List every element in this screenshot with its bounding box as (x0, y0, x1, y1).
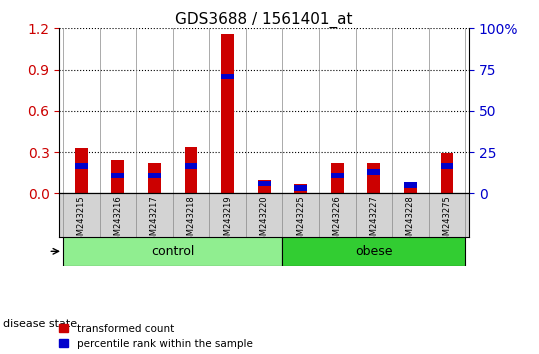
Bar (331, 163, 344, 193)
Bar (258, 179, 271, 193)
Bar (148, 173, 161, 178)
Text: GSM243217: GSM243217 (150, 195, 159, 246)
Bar (294, 184, 307, 193)
Bar (112, 160, 124, 193)
Bar (331, 173, 344, 178)
Bar (368, 163, 380, 193)
Bar (282, 237, 465, 266)
Text: obese: obese (355, 245, 392, 258)
Text: GSM243220: GSM243220 (260, 195, 268, 246)
Text: GSM243228: GSM243228 (406, 195, 415, 246)
Bar (440, 153, 453, 193)
Text: GSM243275: GSM243275 (443, 195, 452, 246)
Bar (221, 34, 234, 193)
Bar (404, 182, 417, 188)
Bar (63, 237, 282, 266)
Legend: transformed count, percentile rank within the sample: transformed count, percentile rank withi… (59, 324, 253, 349)
Text: control: control (151, 245, 195, 258)
Title: GDS3688 / 1561401_at: GDS3688 / 1561401_at (175, 12, 353, 28)
Text: GSM243215: GSM243215 (77, 195, 86, 246)
Bar (440, 163, 453, 169)
Bar (404, 182, 417, 193)
Bar (294, 185, 307, 190)
Text: GSM243226: GSM243226 (333, 195, 342, 246)
Text: GSM243219: GSM243219 (223, 195, 232, 246)
Text: GSM243227: GSM243227 (369, 195, 378, 246)
Bar (221, 74, 234, 79)
Text: GSM243216: GSM243216 (113, 195, 122, 246)
Bar (184, 163, 197, 169)
Bar (258, 181, 271, 187)
Text: disease state: disease state (3, 319, 77, 329)
Bar (184, 147, 197, 193)
Bar (368, 169, 380, 175)
Bar (75, 148, 88, 193)
Bar (148, 163, 161, 193)
Bar (112, 173, 124, 178)
Text: GSM243218: GSM243218 (186, 195, 196, 246)
Text: GSM243225: GSM243225 (296, 195, 305, 246)
Bar (75, 163, 88, 169)
